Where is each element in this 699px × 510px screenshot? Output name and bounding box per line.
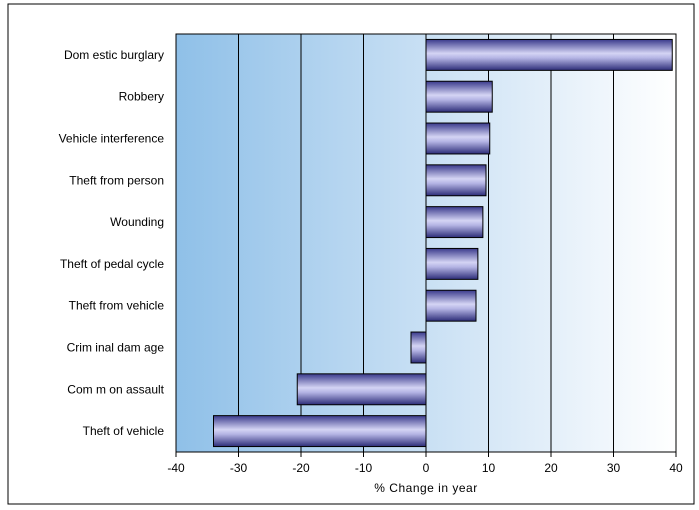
category-label: Theft of vehicle [83, 424, 165, 438]
x-tick-label: 0 [423, 461, 430, 475]
category-label: Theft from person [69, 173, 164, 187]
category-label: Theft of pedal cycle [60, 257, 164, 271]
x-axis-ticks: -40 -30 -20 -10 0 10 20 30 40 [167, 452, 683, 475]
x-tick-label: -40 [167, 461, 185, 475]
bars [213, 38, 673, 448]
bar [213, 415, 427, 448]
bar [410, 331, 427, 364]
bar [425, 38, 673, 71]
bar [425, 289, 477, 322]
bar [425, 247, 479, 280]
x-tick-label: -10 [355, 461, 373, 475]
category-labels: Dom estic burglary Robbery Vehicle interfe… [59, 48, 165, 438]
x-tick-label: 20 [544, 461, 558, 475]
x-tick-label: 10 [482, 461, 496, 475]
bar [425, 164, 487, 197]
category-label: Com m on assault [67, 382, 164, 396]
x-tick-label: 40 [669, 461, 683, 475]
category-label: Robbery [119, 90, 164, 104]
x-tick-label: -30 [230, 461, 248, 475]
category-label: Vehicle interference [59, 132, 165, 146]
bar [296, 373, 427, 406]
category-label: Wounding [110, 215, 164, 229]
x-tick-label: 30 [607, 461, 621, 475]
bar [425, 80, 493, 113]
x-tick-label: -20 [292, 461, 310, 475]
x-axis-title: % Change in year [374, 481, 477, 495]
category-label: Theft from vehicle [69, 299, 165, 313]
category-label: Crim inal dam age [67, 341, 165, 355]
bar [425, 122, 491, 155]
bar [425, 206, 484, 239]
category-label: Dom estic burglary [64, 48, 164, 62]
